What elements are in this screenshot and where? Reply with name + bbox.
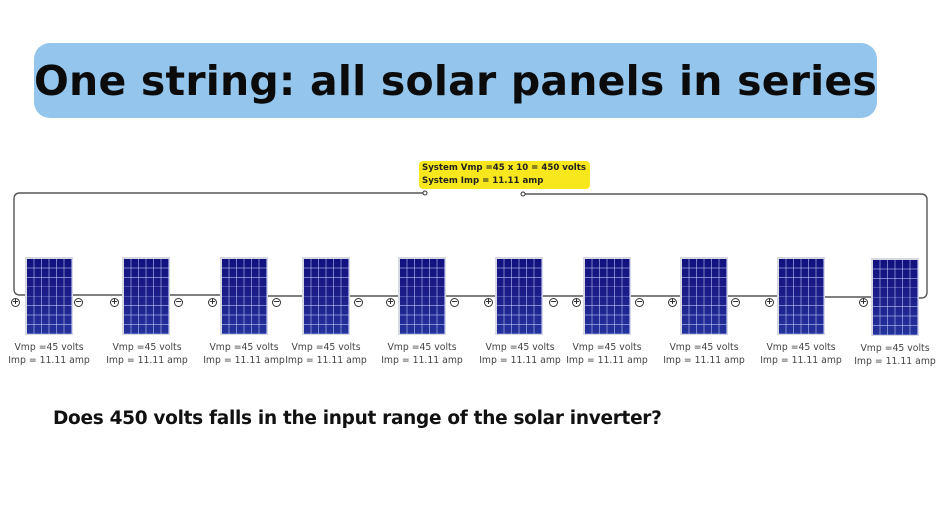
solar-cell-grid [872, 259, 918, 335]
positive-terminal-icon: + [386, 297, 395, 307]
solar-cell-grid [778, 258, 824, 334]
negative-terminal-icon: − [450, 297, 459, 307]
panel-label-6: Vmp =45 volts Imp = 11.11 amp [479, 342, 561, 366]
positive-terminal-icon: + [110, 297, 119, 307]
solar-cell-grid [221, 258, 267, 334]
negative-terminal-icon: − [549, 297, 558, 307]
system-vmp-text: System Vmp =45 x 10 = 450 volts [422, 163, 586, 173]
negative-terminal-icon: − [731, 297, 740, 307]
panel-label-8: Vmp =45 volts Imp = 11.11 amp [663, 342, 745, 366]
positive-terminal-icon: + [859, 297, 868, 307]
negative-terminal-icon: − [272, 297, 281, 307]
solar-panel-9 [777, 257, 825, 335]
system-imp-text: System Imp = 11.11 amp [422, 176, 544, 186]
solar-cell-grid [26, 258, 72, 334]
panel-label-5: Vmp =45 volts Imp = 11.11 amp [381, 342, 463, 366]
negative-terminal-icon: − [635, 297, 644, 307]
panel-label-10: Vmp =45 volts Imp = 11.11 amp [854, 343, 936, 367]
solar-cell-grid [303, 258, 349, 334]
solar-panel-1 [25, 257, 73, 335]
panel-label-2: Vmp =45 volts Imp = 11.11 amp [106, 342, 188, 366]
solar-panel-3 [220, 257, 268, 335]
positive-terminal-icon: + [572, 297, 581, 307]
solar-cell-grid [123, 258, 169, 334]
question-text: Does 450 volts falls in the input range … [53, 408, 662, 429]
solar-panel-10 [871, 258, 919, 336]
negative-terminal-icon: − [74, 297, 83, 307]
panel-label-4: Vmp =45 volts Imp = 11.11 amp [285, 342, 367, 366]
panel-label-1: Vmp =45 volts Imp = 11.11 amp [8, 342, 90, 366]
solar-panel-8 [680, 257, 728, 335]
positive-terminal-icon: + [208, 297, 217, 307]
system-rating-callout: System Vmp =45 x 10 = 450 volts System I… [419, 161, 590, 189]
negative-terminal-icon: − [354, 297, 363, 307]
solar-panel-4 [302, 257, 350, 335]
panel-label-7: Vmp =45 volts Imp = 11.11 amp [566, 342, 648, 366]
solar-cell-grid [496, 258, 542, 334]
solar-panel-6 [495, 257, 543, 335]
positive-terminal-icon: + [484, 297, 493, 307]
positive-terminal-icon: + [765, 297, 774, 307]
solar-cell-grid [584, 258, 630, 334]
solar-panel-7 [583, 257, 631, 335]
panel-label-3: Vmp =45 volts Imp = 11.11 amp [203, 342, 285, 366]
solar-panel-2 [122, 257, 170, 335]
panel-label-9: Vmp =45 volts Imp = 11.11 amp [760, 342, 842, 366]
slide-title: One string: all solar panels in series [34, 56, 877, 105]
negative-terminal-icon: − [174, 297, 183, 307]
positive-terminal-icon: + [668, 297, 677, 307]
positive-terminal-icon: + [11, 297, 20, 307]
title-banner: One string: all solar panels in series [34, 43, 877, 118]
solar-cell-grid [681, 258, 727, 334]
solar-cell-grid [399, 258, 445, 334]
solar-panel-5 [398, 257, 446, 335]
